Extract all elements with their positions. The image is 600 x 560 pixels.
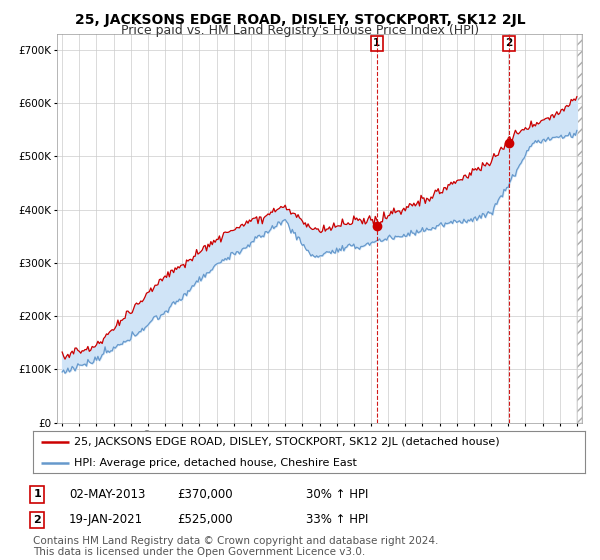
Text: 1: 1 bbox=[373, 38, 380, 48]
Text: £370,000: £370,000 bbox=[177, 488, 233, 501]
Text: 1: 1 bbox=[34, 489, 41, 500]
Text: Contains HM Land Registry data © Crown copyright and database right 2024.
This d: Contains HM Land Registry data © Crown c… bbox=[33, 535, 439, 557]
Text: 25, JACKSONS EDGE ROAD, DISLEY, STOCKPORT, SK12 2JL (detached house): 25, JACKSONS EDGE ROAD, DISLEY, STOCKPOR… bbox=[74, 437, 500, 447]
Text: 30% ↑ HPI: 30% ↑ HPI bbox=[306, 488, 368, 501]
Text: Price paid vs. HM Land Registry's House Price Index (HPI): Price paid vs. HM Land Registry's House … bbox=[121, 24, 479, 37]
Text: 25, JACKSONS EDGE ROAD, DISLEY, STOCKPORT, SK12 2JL: 25, JACKSONS EDGE ROAD, DISLEY, STOCKPOR… bbox=[74, 13, 526, 27]
Text: £525,000: £525,000 bbox=[177, 513, 233, 526]
Text: 2: 2 bbox=[34, 515, 41, 525]
Text: 02-MAY-2013: 02-MAY-2013 bbox=[69, 488, 145, 501]
Text: 33% ↑ HPI: 33% ↑ HPI bbox=[306, 513, 368, 526]
Text: HPI: Average price, detached house, Cheshire East: HPI: Average price, detached house, Ches… bbox=[74, 458, 357, 468]
Text: 19-JAN-2021: 19-JAN-2021 bbox=[69, 513, 143, 526]
Text: 2: 2 bbox=[505, 38, 513, 48]
